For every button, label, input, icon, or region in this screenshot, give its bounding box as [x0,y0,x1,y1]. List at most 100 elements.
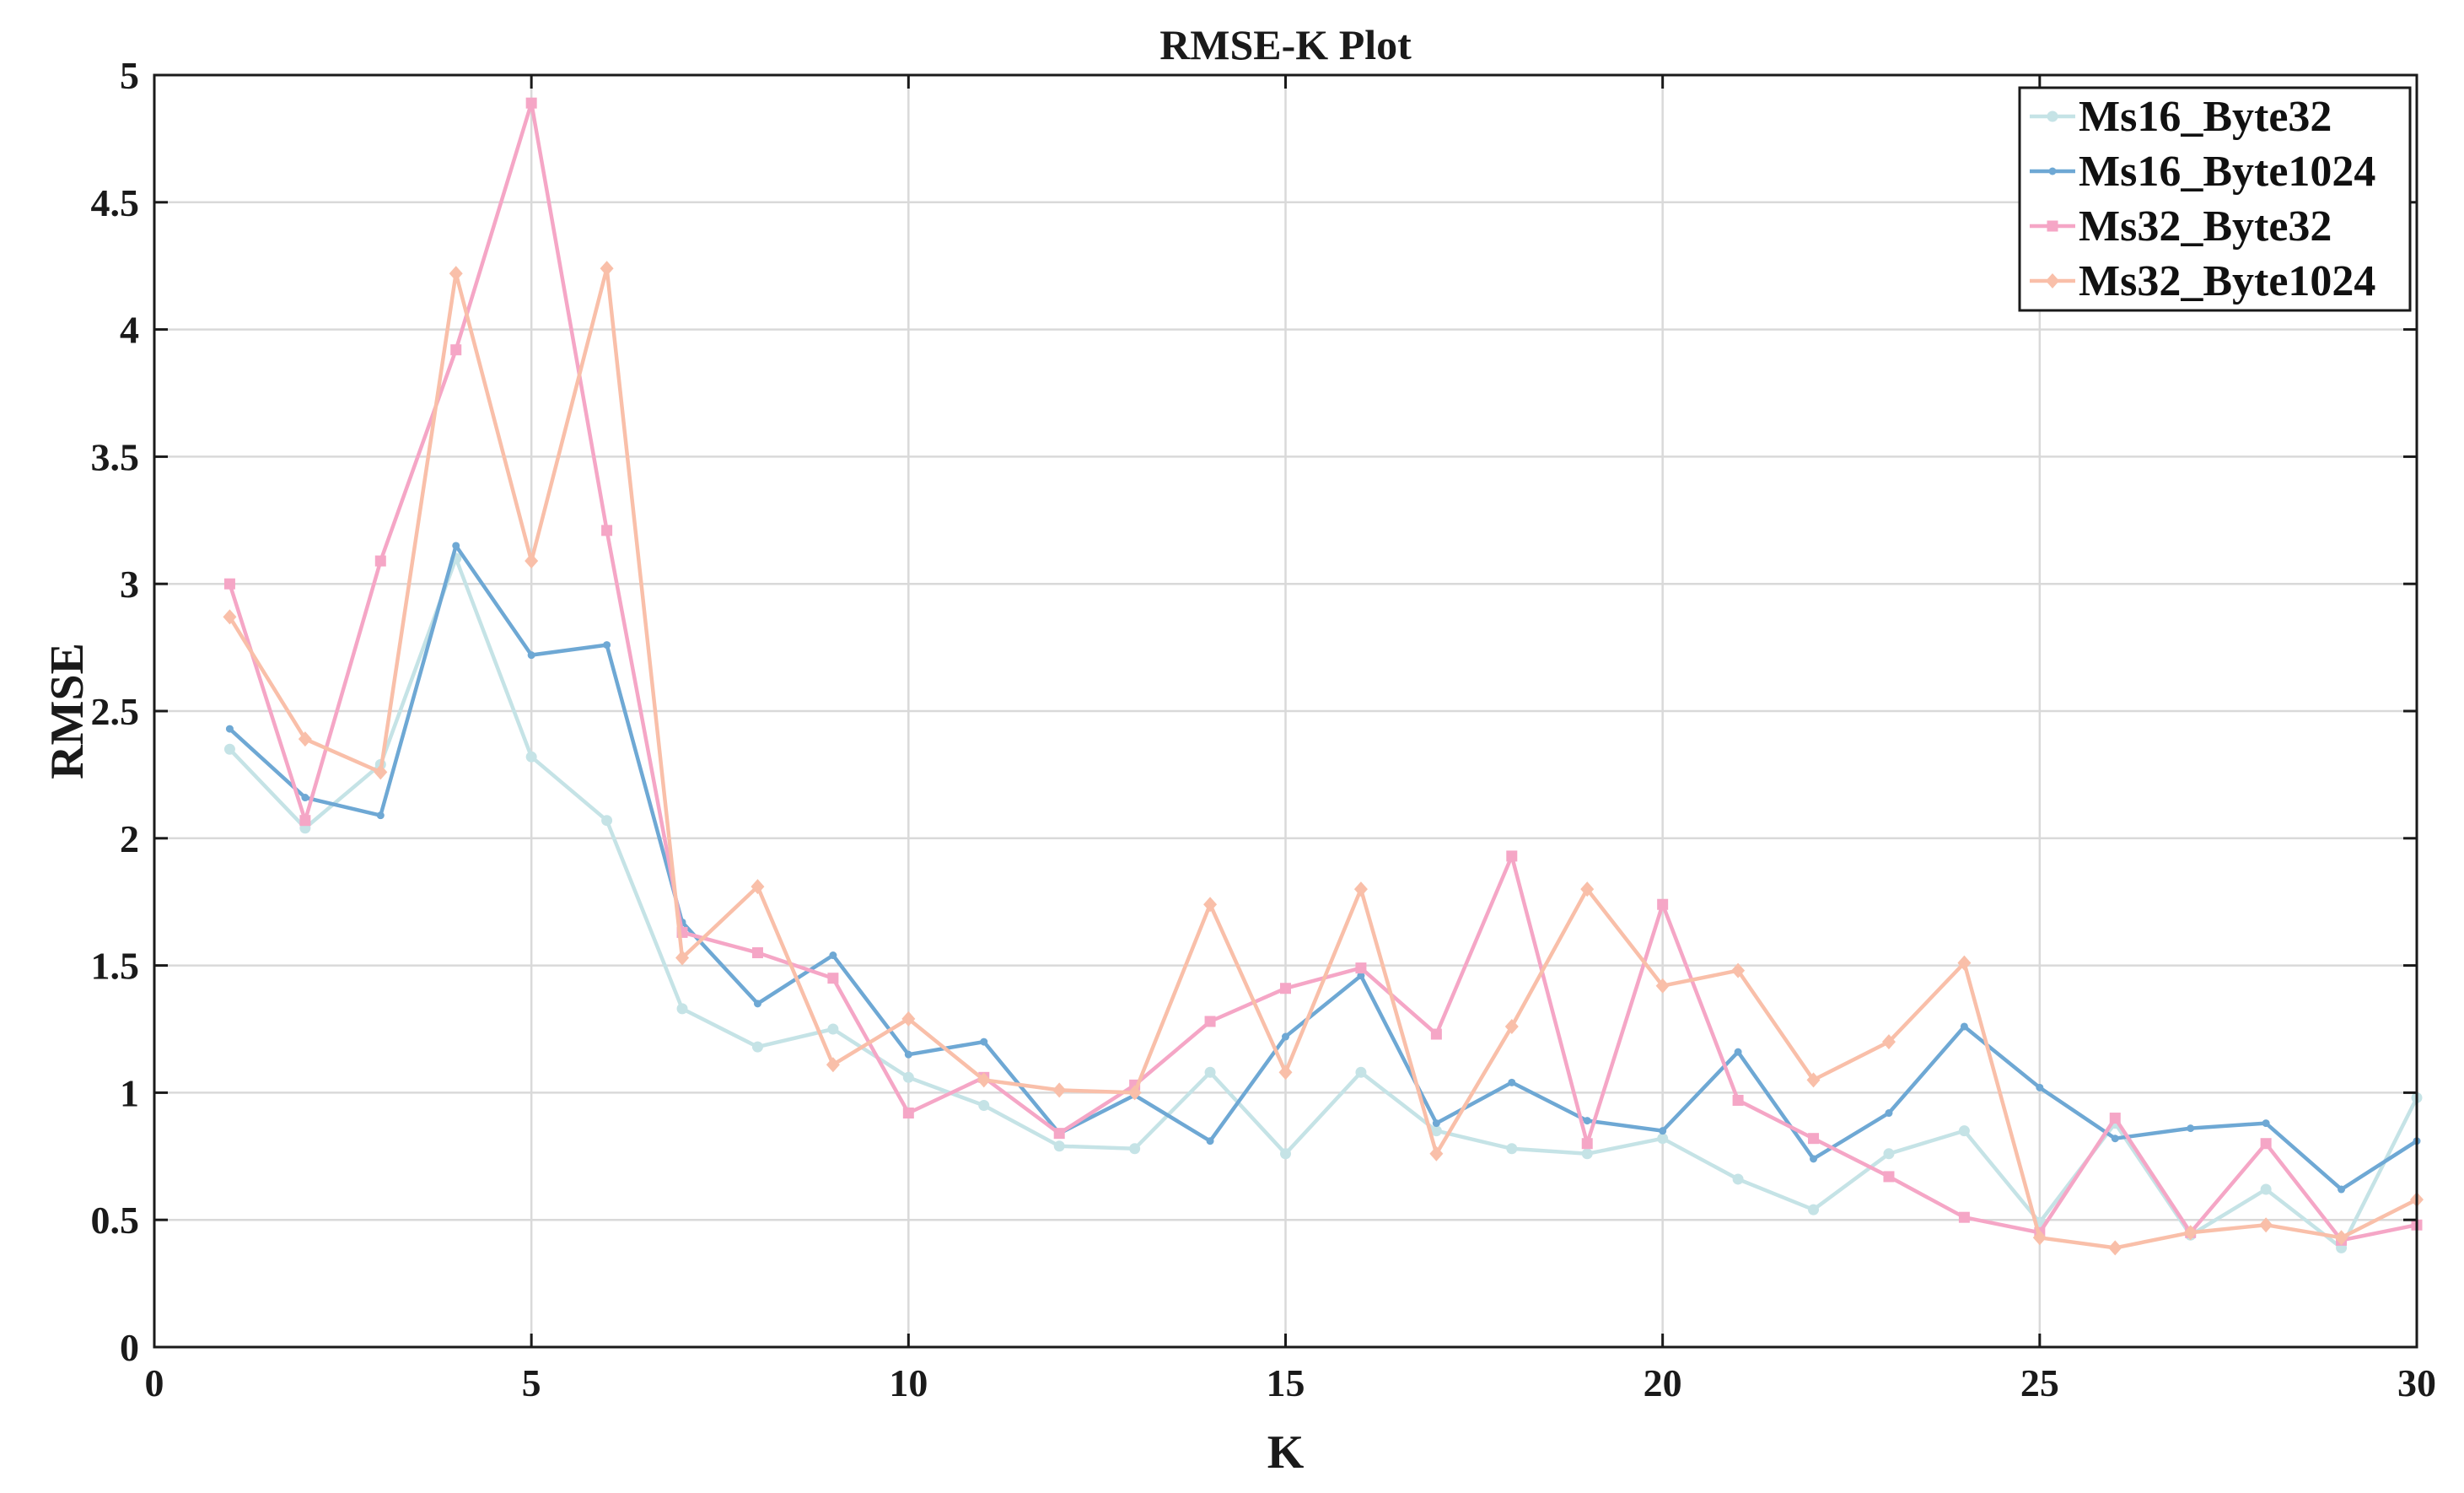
data-point [1808,1204,1820,1215]
data-point [2338,1185,2346,1194]
legend: Ms16_Byte32 Ms16_Byte1024 Ms32_Byte32 Ms32_… [2018,86,2412,312]
y-tick-label: 0 [120,1326,139,1369]
data-point [1655,978,1670,994]
data-point [376,811,385,820]
data-point [1504,1018,1519,1034]
data-point [1129,1143,1141,1155]
data-point [1580,881,1595,897]
data-point [1734,1048,1742,1056]
legend-label: Ms16_Byte1024 [2079,148,2375,196]
y-tick-label: 0.5 [91,1199,140,1242]
data-point [1430,1028,1442,1040]
data-point [901,1011,916,1027]
series-layer [223,97,2424,1256]
data-point [1506,1143,1518,1155]
legend-item: Ms16_Byte32 [2030,93,2332,141]
grid-lines [154,75,2417,1347]
data-point [2183,1225,2198,1241]
data-point [374,555,386,567]
data-point [223,578,235,590]
data-point [601,815,613,827]
data-point [1357,972,1365,980]
series-line [228,543,2418,1192]
x-tick-label: 5 [522,1361,541,1404]
data-point [1731,962,1746,978]
data-point [1203,897,1218,913]
data-point [2036,1083,2044,1091]
y-tick-label: 2 [120,817,139,860]
series-line [228,556,2419,1250]
data-point [1810,1155,1818,1163]
data-point [751,947,763,959]
data-point [829,951,837,960]
data-point [1808,1133,1820,1145]
data-point [2109,1113,2121,1124]
data-point [827,973,839,984]
y-tick-label: 4 [120,309,139,352]
series-line [228,266,2418,1250]
data-point [675,950,690,966]
data-point [1053,1128,1065,1140]
data-point [525,97,537,109]
data-point [2262,1119,2270,1128]
data-point [2334,1230,2348,1246]
data-point [1353,881,1368,897]
data-point [1280,983,1291,994]
y-tick-label: 3 [120,563,139,606]
y-axis-title: RMSE [41,643,94,779]
y-tick-label: 5 [120,54,139,97]
data-point [301,794,309,802]
data-point [1883,1171,1895,1183]
data-point [676,1003,688,1015]
data-point [2111,1135,2119,1143]
legend-swatch-marker [2047,220,2058,232]
y-tick-label: 4.5 [91,181,140,224]
data-point [449,266,463,282]
x-tick-labels: 0 5 10 15 20 25 30 [145,1361,2437,1404]
data-point [978,1099,990,1111]
legend-swatch-marker [2046,273,2059,288]
data-point [600,261,614,277]
data-point [1581,1138,1593,1150]
data-point [1581,1148,1593,1160]
data-point [225,725,234,733]
data-point [525,751,537,763]
data-point [1508,1078,1516,1086]
legend-label: Ms16_Byte32 [2079,93,2332,141]
data-point [1885,1109,1893,1118]
legend-swatch-marker [2048,167,2057,175]
data-point [1204,1066,1216,1078]
y-tick-label: 2.5 [91,690,140,733]
data-point [2260,1183,2272,1195]
data-point [1881,1034,1896,1050]
data-point [1282,1032,1289,1041]
data-point [223,743,235,755]
data-point [1506,850,1518,862]
data-point [525,553,539,569]
data-point [2187,1124,2195,1133]
data-point [750,879,765,895]
legend-label: Ms32_Byte1024 [2079,257,2375,305]
data-point [826,1057,840,1073]
data-point [1960,1022,1968,1031]
legend-box [2018,86,2412,312]
y-tick-label: 1.5 [91,945,140,988]
data-point [1806,1072,1821,1088]
data-point [1583,1117,1591,1125]
x-tick-label: 10 [889,1361,928,1404]
data-point [1957,955,1972,971]
data-point [298,731,312,747]
data-point [1204,1016,1216,1027]
legend-item: Ms32_Byte1024 [2030,257,2375,305]
data-point [1732,1094,1744,1106]
legend-item: Ms16_Byte1024 [2030,148,2375,196]
data-point [976,1072,991,1088]
x-axis-title: K [1267,1426,1305,1479]
data-point [1657,898,1669,910]
data-point [452,542,460,550]
data-point [1732,1173,1744,1185]
data-point [902,1108,914,1119]
data-point [601,525,613,536]
data-point [1958,1211,1970,1223]
